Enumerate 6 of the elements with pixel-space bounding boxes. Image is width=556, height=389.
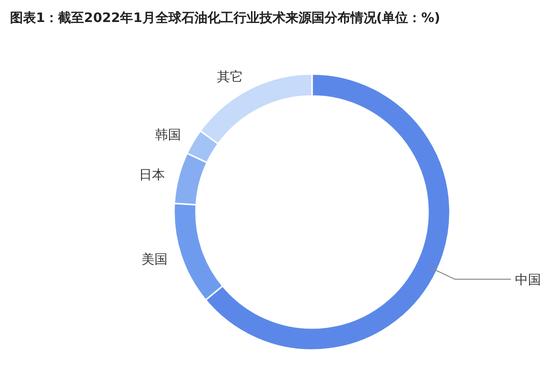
chart-title: 图表1：截至2022年1月全球石油化工行业技术来源国分布情况(单位：%) [10,10,440,26]
slice-label: 韩国 [155,128,182,144]
slice-label: 中国 [514,272,541,288]
slice-label: 日本 [138,168,165,183]
slice-label: 其它 [216,69,243,86]
slice-label: 美国 [141,252,168,268]
